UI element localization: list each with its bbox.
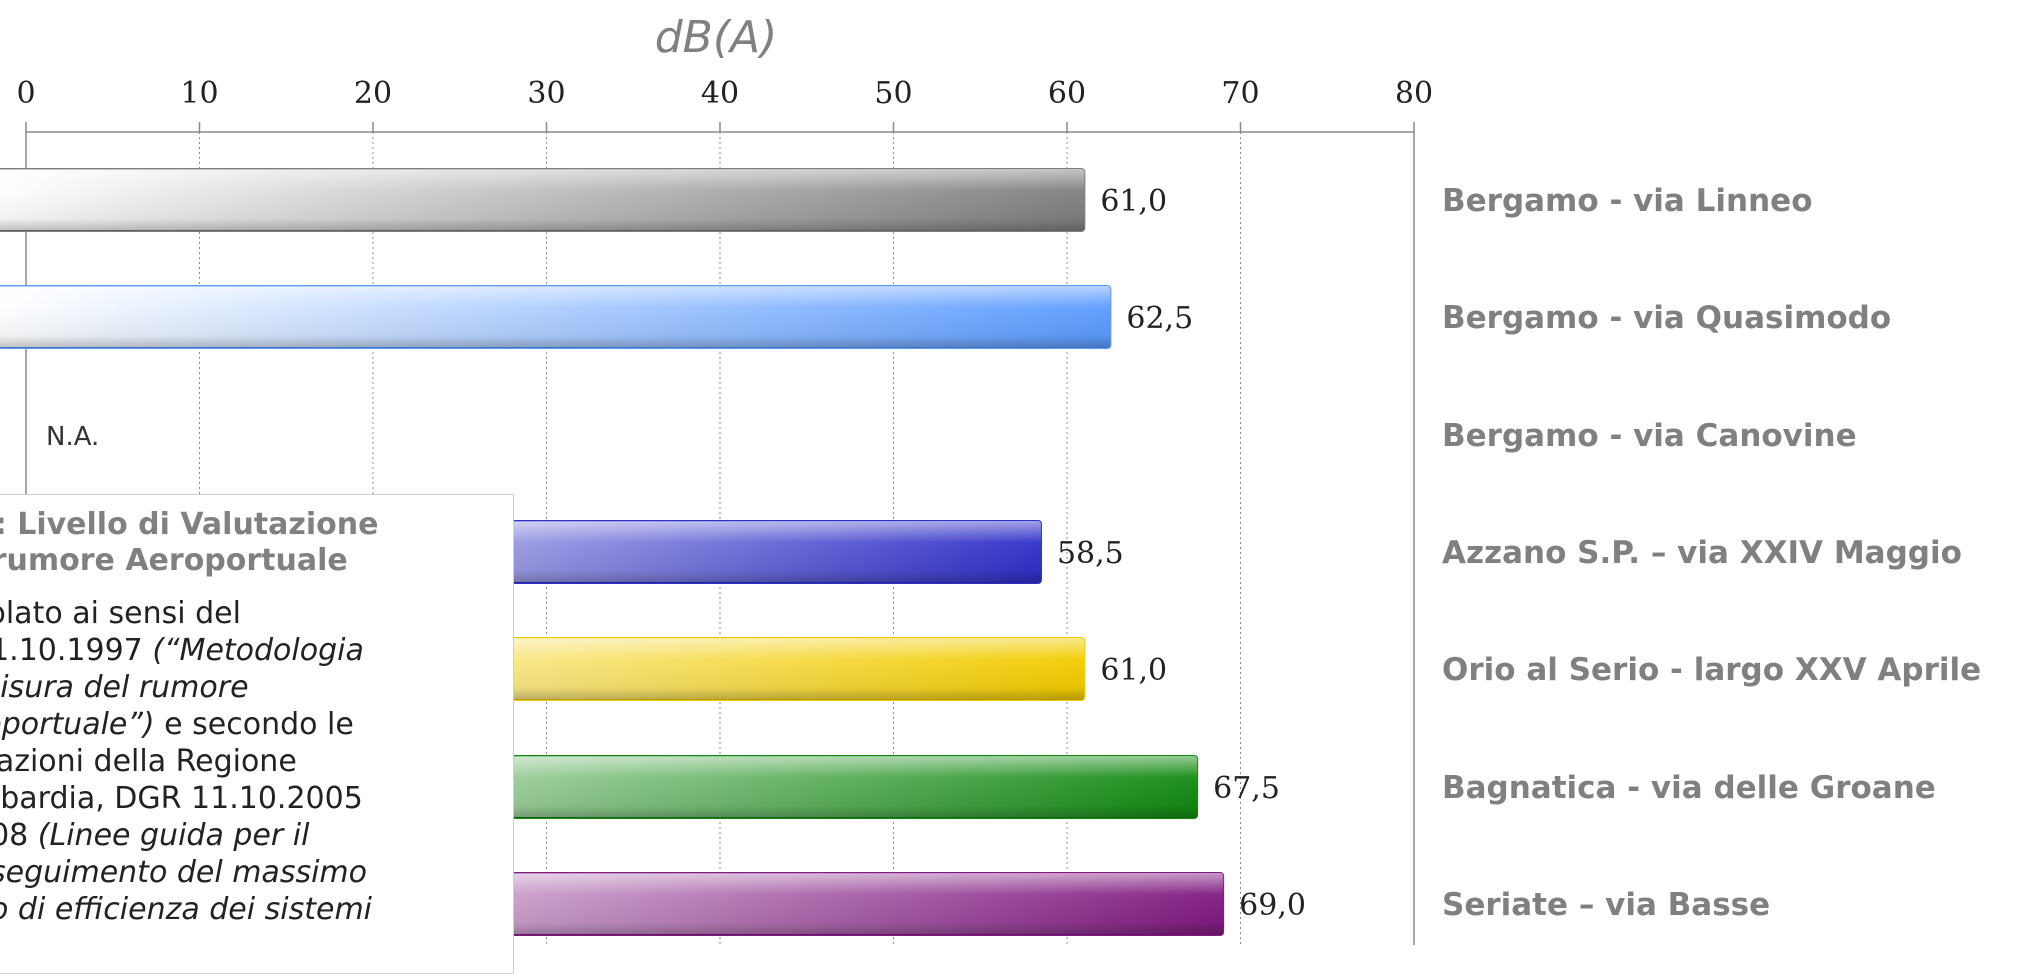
note-body: colato ai sensi del 31.10.1997 (“Metodol… [0,596,373,927]
x-tick-label: 40 [701,76,739,111]
value-labels: 61,0 62,5 N.A. 58,5 61,0 67,5 69,0 [46,184,1306,923]
category-label: Bergamo - via Canovine [1442,418,1857,454]
x-tick-label: 20 [354,76,392,111]
legend-note-box: A: Livello di Valutazione l rumore Aerop… [0,494,514,974]
category-label: Bagnatica - via delle Groane [1442,770,1936,806]
x-tick-label: 70 [1221,76,1259,111]
x-tick-label: 50 [874,76,912,111]
bar-shine [0,286,1111,348]
x-axis-ticks: 0 10 20 30 40 50 60 70 80 [16,76,1433,132]
bar [0,168,1086,232]
note-title: A: Livello di Valutazione l rumore Aerop… [0,507,379,578]
category-label: Bergamo - via Linneo [1442,183,1813,219]
category-label: Bergamo - via Quasimodo [1442,300,1891,336]
bar-shine [0,169,1085,231]
x-tick-label: 30 [527,76,565,111]
category-label: Orio al Serio - largo XXV Aprile [1442,652,1981,688]
x-tick-label: 60 [1048,76,1086,111]
category-label: Azzano S.P. – via XXIV Maggio [1442,535,1962,571]
x-tick-label: 10 [180,76,218,111]
x-tick-label: 80 [1395,76,1433,111]
data-label-na: N.A. [46,422,99,452]
x-axis-title: dB(A) [655,12,778,63]
bar [0,285,1112,349]
data-label: 67,5 [1213,771,1280,806]
data-label: 69,0 [1239,888,1306,923]
data-label: 58,5 [1057,536,1124,571]
data-label: 61,0 [1100,184,1167,219]
category-labels: Bergamo - via Linneo Bergamo - via Quasim… [1442,183,1981,923]
data-label: 62,5 [1126,301,1193,336]
category-label: Seriate – via Basse [1442,887,1770,923]
data-label: 61,0 [1100,653,1167,688]
x-tick-label: 0 [16,76,35,111]
